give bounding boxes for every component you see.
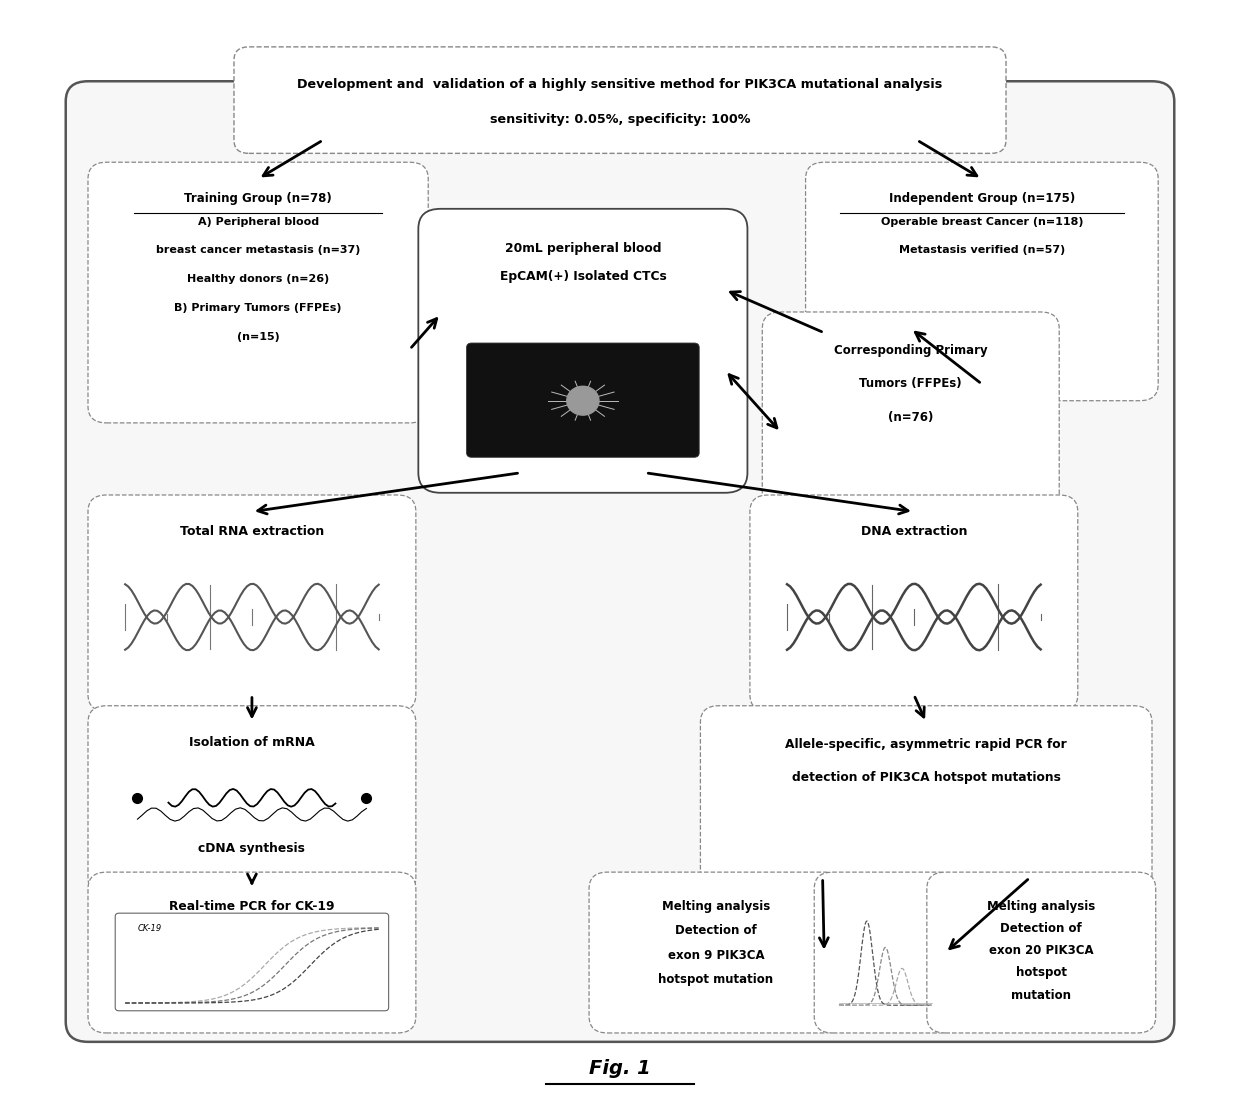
FancyBboxPatch shape [418, 209, 748, 493]
FancyBboxPatch shape [88, 706, 415, 894]
FancyBboxPatch shape [763, 312, 1059, 534]
Text: Operable breast Cancer (n=118): Operable breast Cancer (n=118) [880, 217, 1083, 227]
Text: Independent Group (n=175): Independent Group (n=175) [889, 192, 1075, 206]
Text: Total RNA extraction: Total RNA extraction [180, 525, 324, 538]
Text: Isolation of mRNA: Isolation of mRNA [188, 736, 315, 748]
FancyBboxPatch shape [589, 872, 843, 1033]
Text: mutation: mutation [1012, 989, 1071, 1002]
Text: Detection of: Detection of [1001, 922, 1083, 935]
Text: hotspot: hotspot [1016, 966, 1066, 980]
FancyBboxPatch shape [701, 706, 1152, 894]
FancyBboxPatch shape [88, 872, 415, 1033]
FancyBboxPatch shape [926, 872, 1156, 1033]
Text: exon 20 PIK3CA: exon 20 PIK3CA [990, 944, 1094, 957]
FancyBboxPatch shape [806, 162, 1158, 400]
FancyBboxPatch shape [88, 495, 415, 712]
Text: exon 9 PIK3CA: exon 9 PIK3CA [667, 949, 764, 962]
FancyBboxPatch shape [466, 342, 699, 457]
Text: DNA extraction: DNA extraction [861, 525, 967, 538]
Text: Metastasis verified (n=57): Metastasis verified (n=57) [899, 246, 1065, 256]
Text: Training Group (n=78): Training Group (n=78) [185, 192, 332, 206]
Text: 20mL peripheral blood: 20mL peripheral blood [505, 242, 661, 255]
FancyBboxPatch shape [234, 47, 1006, 153]
Text: Tumors (FFPEs): Tumors (FFPEs) [859, 377, 962, 390]
Text: hotspot mutation: hotspot mutation [658, 973, 774, 986]
Text: Development and  validation of a highly sensitive method for PIK3CA mutational a: Development and validation of a highly s… [298, 78, 942, 91]
Text: A) Peripheral blood: A) Peripheral blood [197, 217, 319, 227]
Text: (n=76): (n=76) [888, 410, 934, 424]
Text: Fig. 1: Fig. 1 [589, 1059, 651, 1078]
FancyBboxPatch shape [750, 495, 1078, 712]
Text: detection of PIK3CA hotspot mutations: detection of PIK3CA hotspot mutations [792, 772, 1060, 784]
Text: Healthy donors (n=26): Healthy donors (n=26) [187, 275, 330, 285]
Text: Melting analysis: Melting analysis [987, 900, 1095, 913]
Text: (n=15): (n=15) [237, 332, 279, 341]
Text: Allele-specific, asymmetric rapid PCR for: Allele-specific, asymmetric rapid PCR fo… [785, 738, 1068, 751]
FancyBboxPatch shape [66, 81, 1174, 1042]
Circle shape [567, 386, 599, 415]
Text: B) Primary Tumors (FFPEs): B) Primary Tumors (FFPEs) [175, 304, 342, 314]
FancyBboxPatch shape [88, 162, 428, 423]
Text: breast cancer metastasis (n=37): breast cancer metastasis (n=37) [156, 246, 361, 256]
Text: Melting analysis: Melting analysis [662, 900, 770, 913]
Text: Real-time PCR for CK-19: Real-time PCR for CK-19 [169, 900, 335, 913]
Text: Corresponding Primary: Corresponding Primary [835, 344, 987, 357]
Text: Detection of: Detection of [675, 924, 756, 937]
Text: EpCAM(+) Isolated CTCs: EpCAM(+) Isolated CTCs [500, 270, 666, 282]
Text: cDNA synthesis: cDNA synthesis [198, 842, 305, 855]
Text: CK-19: CK-19 [138, 924, 161, 933]
Text: sensitivity: 0.05%, specificity: 100%: sensitivity: 0.05%, specificity: 100% [490, 113, 750, 127]
FancyBboxPatch shape [115, 913, 388, 1011]
FancyBboxPatch shape [815, 872, 956, 1033]
